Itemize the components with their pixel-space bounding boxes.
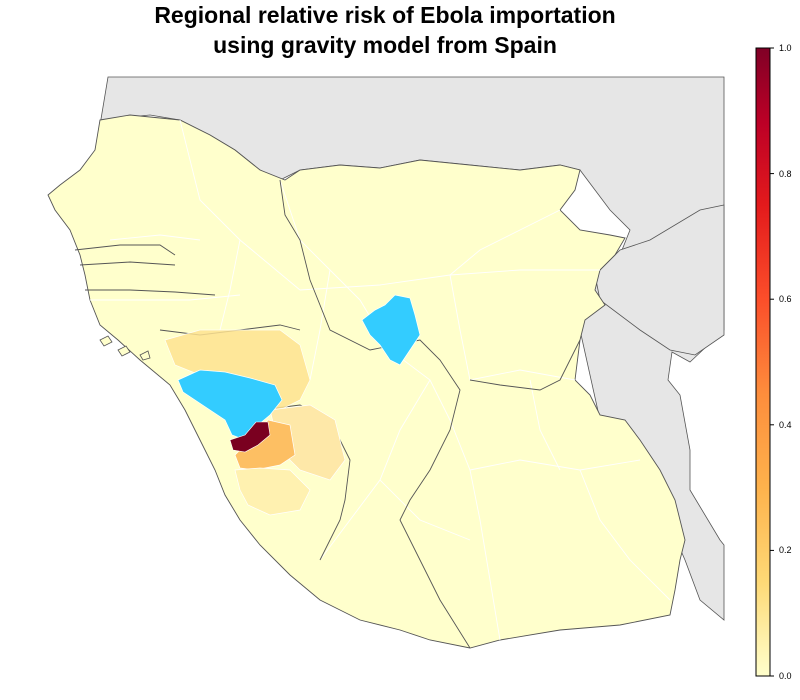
region-coast-light	[234, 467, 311, 516]
legend-color-bar	[755, 47, 771, 677]
map-title: Regional relative risk of Ebola importat…	[0, 0, 770, 60]
neighbor-land-east	[594, 204, 725, 356]
region-base	[47, 114, 686, 649]
coastal-islands	[99, 335, 151, 361]
region-highest-risk	[229, 421, 271, 453]
legend-tick-5: 1.0	[779, 43, 792, 53]
risk-regions	[164, 294, 421, 516]
legend-tick-4: 0.8	[779, 169, 792, 179]
legend-tick-2: 0.4	[779, 420, 792, 430]
legend-ticks	[770, 47, 774, 677]
legend-tick-1: 0.2	[779, 545, 792, 555]
study-region	[47, 114, 686, 649]
title-line-1: Regional relative risk of Ebola importat…	[154, 2, 616, 28]
region-no-data-center	[361, 294, 421, 366]
title-line-2: using gravity model from Spain	[213, 32, 557, 58]
legend-tick-3: 0.6	[779, 294, 792, 304]
legend-tick-0: 0.0	[779, 671, 792, 681]
